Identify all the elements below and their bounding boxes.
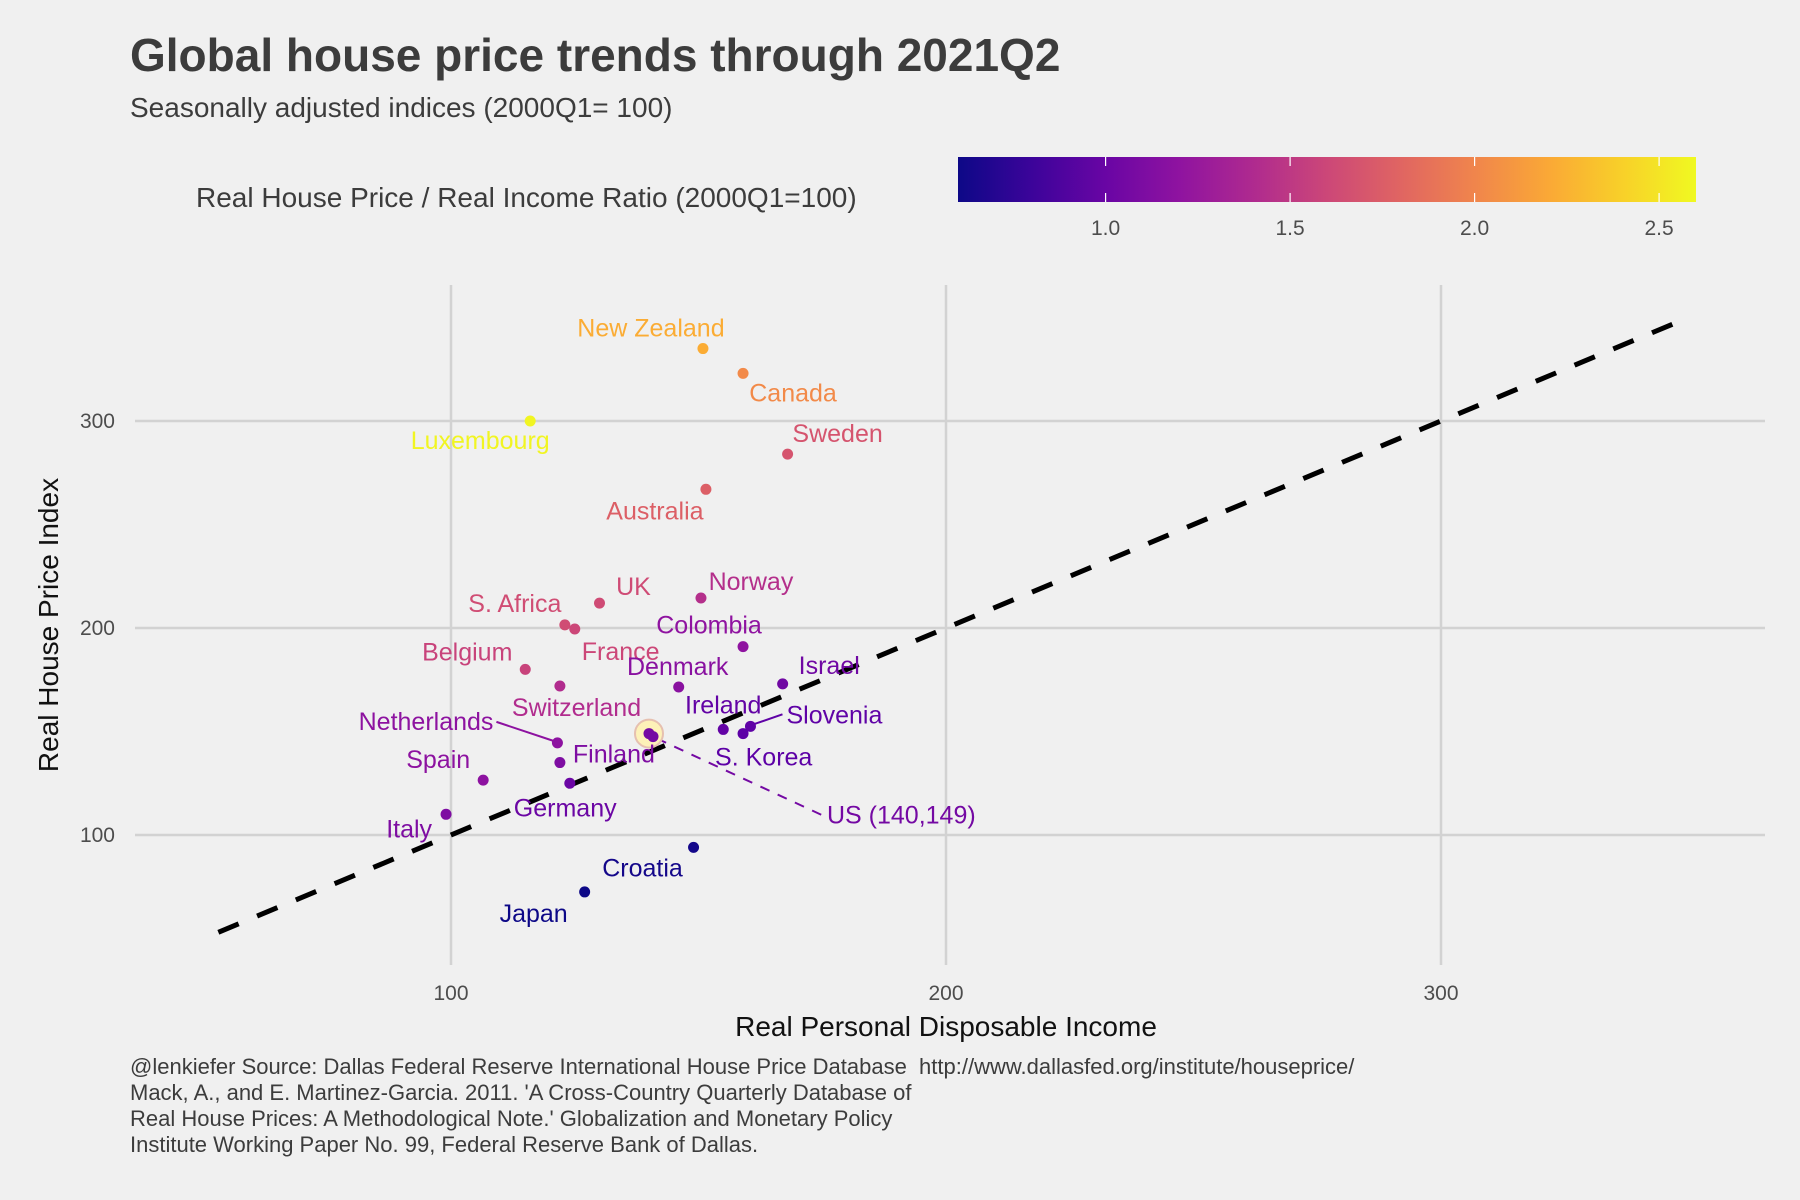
point-label-slovenia: Slovenia xyxy=(786,701,882,729)
point-japan[interactable] xyxy=(579,886,591,898)
chart-subtitle: Seasonally adjusted indices (2000Q1= 100… xyxy=(130,92,673,123)
x-tick-label: 300 xyxy=(1423,982,1458,1005)
point-label-uk: UK xyxy=(616,573,651,601)
point-italy[interactable] xyxy=(440,808,452,820)
colorbar-gradient xyxy=(958,157,1696,202)
point-canada[interactable] xyxy=(737,367,749,379)
point-uk[interactable] xyxy=(594,597,605,609)
point-norway[interactable] xyxy=(695,592,707,604)
point-label-belgium: Belgium xyxy=(422,638,512,666)
reference-line-group xyxy=(217,321,1675,935)
point-label-italy: Italy xyxy=(386,815,432,843)
y-tick-label: 100 xyxy=(80,824,115,847)
point-croatia[interactable] xyxy=(688,841,700,853)
y-axis-title: Real House Price Index xyxy=(33,478,64,772)
x-tick-label: 200 xyxy=(928,982,963,1005)
colorbar-legend: 1.0 1.5 2.0 2.5 xyxy=(958,157,1696,240)
point-label-netherlands: Netherlands xyxy=(359,708,494,736)
point-netherlands[interactable] xyxy=(551,737,563,749)
point-colombia[interactable] xyxy=(737,641,749,653)
point-label-norway: Norway xyxy=(709,568,794,596)
leader-line-slovenia xyxy=(753,713,783,726)
colorbar-tick-label: 1.5 xyxy=(1275,217,1304,240)
point-germany[interactable] xyxy=(564,777,576,789)
chart-title: Global house price trends through 2021Q2 xyxy=(130,29,1061,81)
point-label-croatia: Croatia xyxy=(602,854,683,882)
point-sweden[interactable] xyxy=(782,448,794,460)
point-israel[interactable] xyxy=(777,678,789,690)
point-switzerland[interactable] xyxy=(554,680,566,692)
x-tick-label: 100 xyxy=(433,982,468,1005)
axes: 100 200 300 100 200 300 Real Personal Disposab… xyxy=(33,410,1459,1042)
point-label-switzerland: Switzerland xyxy=(512,694,641,722)
colorbar-tick-label: 1.0 xyxy=(1091,217,1120,240)
point-luxembourg[interactable] xyxy=(524,415,536,427)
reference-line-45deg xyxy=(217,321,1675,935)
colorbar-tick-label: 2.0 xyxy=(1460,217,1489,240)
point-label-sweden: Sweden xyxy=(792,420,882,448)
point-label-new-zealand: New Zealand xyxy=(577,315,724,343)
point-label-australia: Australia xyxy=(606,497,703,525)
caption-line: Institute Working Paper No. 99, Federal … xyxy=(130,1132,759,1157)
label-leaders xyxy=(496,713,824,817)
point-new-zealand[interactable] xyxy=(697,343,709,355)
point-label-france: France xyxy=(582,638,660,666)
point-label-spain: Spain xyxy=(406,746,470,774)
point-label-s-korea: S. Korea xyxy=(715,744,812,772)
point-label-denmark: Denmark xyxy=(627,653,729,681)
point-denmark[interactable] xyxy=(673,681,685,693)
caption-line: Mack, A., and E. Martinez-Garcia. 2011. … xyxy=(130,1080,912,1105)
point-s-korea[interactable] xyxy=(737,728,749,740)
point-label-colombia: Colombia xyxy=(656,612,762,640)
point-label-japan: Japan xyxy=(500,900,568,928)
point-label-luxembourg: Luxembourg xyxy=(411,427,550,455)
source-caption: @lenkiefer Source: Dallas Federal Reserv… xyxy=(130,1054,1354,1158)
point-belgium[interactable] xyxy=(519,663,531,675)
leader-line-netherlands xyxy=(496,720,554,742)
point-france[interactable] xyxy=(569,623,581,635)
point-s-africa[interactable] xyxy=(559,619,571,631)
legend-title: Real House Price / Real Income Ratio (20… xyxy=(196,182,857,213)
point-us-overlap xyxy=(647,731,659,743)
point-label-ireland: Ireland xyxy=(685,691,761,719)
point-finland[interactable] xyxy=(554,757,566,769)
x-axis-title: Real Personal Disposable Income xyxy=(735,1011,1157,1042)
point-label-s-africa: S. Africa xyxy=(468,590,561,618)
caption-line: @lenkiefer Source: Dallas Federal Reserv… xyxy=(130,1054,1355,1079)
point-label-canada: Canada xyxy=(749,379,837,407)
point-label-finland: Finland xyxy=(573,741,655,769)
colorbar-tick-label: 2.5 xyxy=(1644,217,1673,240)
point-spain[interactable] xyxy=(477,774,489,786)
point-slovenia[interactable] xyxy=(744,720,756,732)
point-label-germany: Germany xyxy=(514,794,617,822)
y-tick-label: 200 xyxy=(80,617,115,640)
grid-lines xyxy=(135,285,1765,965)
point-label-israel: Israel xyxy=(799,652,860,680)
leader-line-us xyxy=(656,737,824,817)
point-ireland[interactable] xyxy=(717,723,729,735)
y-tick-label: 300 xyxy=(80,410,115,433)
caption-line: Real House Prices: A Methodological Note… xyxy=(130,1106,893,1131)
data-points xyxy=(440,343,794,898)
point-australia[interactable] xyxy=(700,483,712,495)
point-labels: New Zealand Canada Luxembourg Sweden Austral… xyxy=(359,315,976,928)
point-label-us: US (140,149) xyxy=(827,802,976,830)
